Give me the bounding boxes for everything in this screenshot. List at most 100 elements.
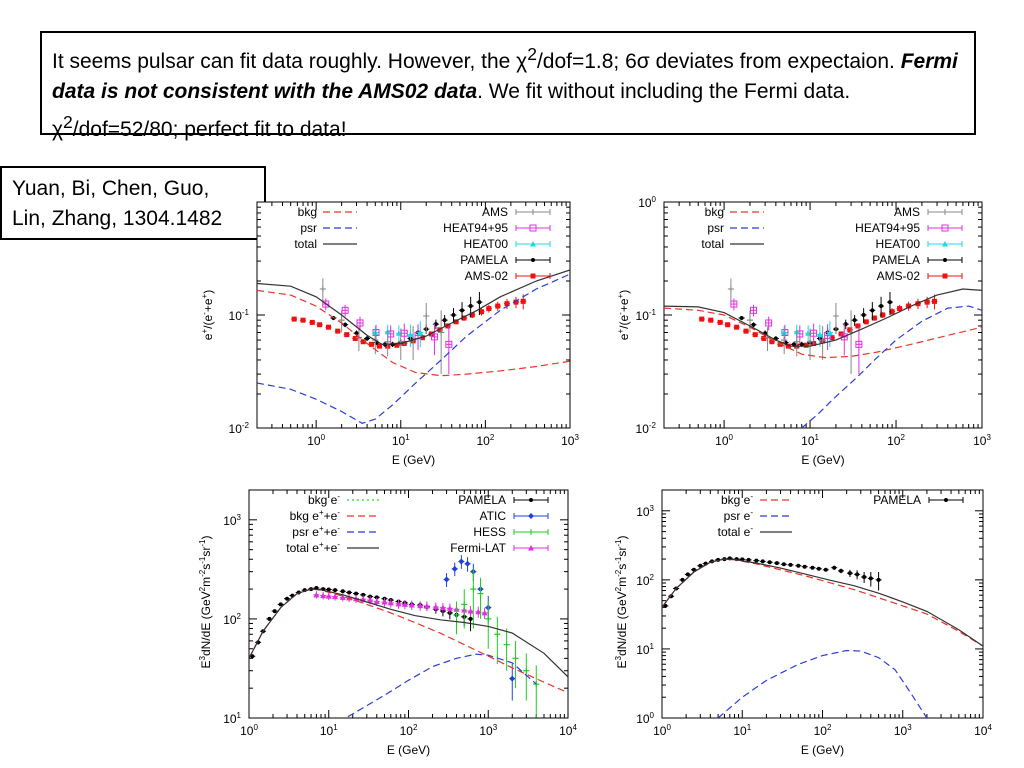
summary-note: It seems pulsar can fit data roughly. Ho… <box>40 31 976 141</box>
marker <box>355 334 362 341</box>
note-sup-2: 2 <box>63 112 73 132</box>
y-axis-label: e+/(e-+e+) <box>616 290 631 340</box>
curve-total <box>249 588 568 678</box>
curve-psr <box>717 649 928 718</box>
x-tick-label: 100 <box>715 433 733 448</box>
marker <box>685 572 690 577</box>
marker <box>931 298 937 304</box>
legend-label: PAMELA <box>872 253 920 267</box>
marker <box>876 577 881 582</box>
data-point-fermi <box>432 602 439 613</box>
data-point-ams02 <box>707 317 714 323</box>
data-point-fermi <box>467 605 474 617</box>
marker <box>458 558 465 565</box>
data-point-pamela <box>277 602 284 607</box>
marker <box>340 589 345 594</box>
legend-marker <box>528 529 534 535</box>
x-tick-label: 103 <box>561 433 579 448</box>
y-tick-label: 103 <box>636 504 654 519</box>
data-point-heat9495 <box>356 316 364 331</box>
marker <box>352 335 358 341</box>
marker <box>394 342 400 348</box>
data-point-pamela <box>271 609 278 614</box>
data-point-pamela <box>339 589 346 594</box>
marker <box>267 616 272 621</box>
marker <box>401 601 408 607</box>
note-text-3: . We fit without including the Fermi dat… <box>52 80 851 141</box>
data-point-pamela <box>854 570 861 580</box>
data-point-pamela <box>795 563 802 568</box>
marker <box>451 313 456 317</box>
data-point-pamela <box>801 564 808 569</box>
marker <box>823 567 828 572</box>
data-point-atic <box>443 573 450 587</box>
legend-marker <box>942 209 948 215</box>
data-point-fermi <box>395 599 402 609</box>
legend-label: AMS <box>894 205 920 219</box>
legend-marker <box>528 513 534 519</box>
data-point-pamela <box>875 571 882 591</box>
marker <box>730 300 738 308</box>
legend-label: HEAT00 <box>464 237 509 251</box>
data-point-fermi <box>408 600 415 611</box>
marker <box>442 318 447 323</box>
marker <box>750 306 758 314</box>
marker <box>774 561 779 566</box>
data-point-ams <box>793 330 800 357</box>
marker <box>373 598 380 604</box>
data-point-fermi <box>320 591 327 600</box>
data-point-heat00 <box>407 324 414 348</box>
data-point-pamela <box>780 562 787 567</box>
legend-marker <box>528 545 534 551</box>
data-point-hess <box>485 601 492 649</box>
data-point-fermi <box>417 601 424 611</box>
data-point-pamela <box>476 291 483 315</box>
data-point-ams <box>781 329 788 355</box>
marker <box>769 339 775 345</box>
legend-label: HEAT00 <box>876 237 921 251</box>
y-axis-label: E3dN/dE (GeV2m-2s-1sr-1) <box>614 536 629 669</box>
citation-line-1: Yuan, Bi, Chen, Guo, <box>12 177 210 200</box>
data-point-ams02 <box>768 339 775 345</box>
data-point-ams02 <box>503 298 510 310</box>
x-axis-label: E (GeV) <box>387 743 430 757</box>
data-point-pamela <box>753 558 760 563</box>
y-tick-label: 10-2 <box>229 421 250 436</box>
data-point-pamela <box>745 557 752 562</box>
marker <box>291 316 297 322</box>
data-point-ams02 <box>494 301 501 311</box>
legend-label: total e- <box>718 524 754 539</box>
marker <box>477 300 482 305</box>
data-point-ams02 <box>343 332 350 338</box>
marker <box>746 557 751 562</box>
data-point-ams02 <box>352 335 359 341</box>
legend-label: psr e++e- <box>292 524 340 539</box>
x-tick-label: 100 <box>240 723 258 738</box>
data-point-fermi <box>313 591 320 599</box>
x-tick-label: 102 <box>400 723 418 738</box>
marker <box>326 324 332 330</box>
y-tick-label: 10-1 <box>636 308 657 323</box>
marker <box>313 591 320 598</box>
marker <box>461 315 467 321</box>
marker <box>725 322 731 328</box>
x-tick-label: 103 <box>894 723 912 738</box>
y-axis-label-group: e+/(e-+e+) <box>200 290 215 340</box>
marker <box>819 337 826 344</box>
y-tick-label: 101 <box>636 642 654 657</box>
marker <box>807 338 814 345</box>
data-point-fermi <box>439 602 446 613</box>
legend-marker <box>941 224 949 232</box>
data-point-ams02 <box>698 316 705 322</box>
legend-label: psr e- <box>724 508 754 523</box>
legend-label: AMS-02 <box>877 269 921 283</box>
marker <box>347 590 352 595</box>
data-point-atic <box>451 562 458 577</box>
marker <box>855 340 863 348</box>
marker <box>320 592 327 599</box>
marker <box>734 324 740 330</box>
data-point-ams02 <box>863 319 870 325</box>
legend-label: PAMELA <box>873 493 921 507</box>
